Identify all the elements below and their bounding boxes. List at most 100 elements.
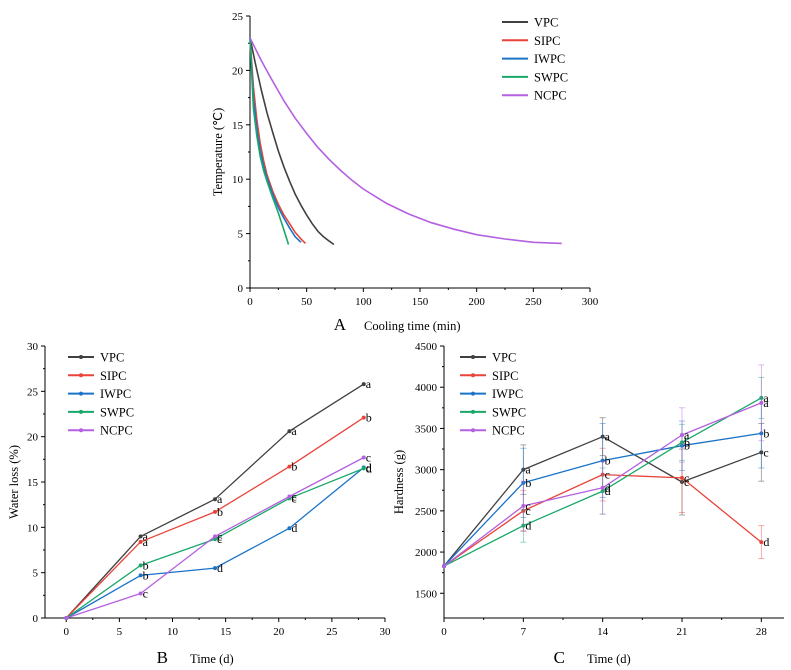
significance-label: c — [143, 587, 148, 601]
y-tick-label: 5 — [238, 229, 244, 241]
data-point — [521, 503, 526, 508]
y-tick-label: 15 — [27, 477, 39, 489]
significance-label: c — [763, 445, 768, 459]
data-point — [361, 415, 366, 420]
x-tick-label: 150 — [412, 296, 429, 308]
x-tick-label: 10 — [167, 626, 179, 638]
significance-label: b — [217, 505, 223, 519]
x-tick-label: 0 — [247, 296, 253, 308]
significance-label: b — [143, 558, 149, 572]
data-point — [287, 526, 292, 531]
y-tick-label: 2500 — [415, 506, 438, 518]
data-point — [213, 509, 217, 514]
y-tick-label: 0 — [238, 283, 244, 295]
legend-label: IWPC — [100, 387, 131, 401]
legend-label: SWPC — [534, 70, 568, 84]
series-line — [249, 37, 290, 245]
data-point — [213, 497, 217, 502]
x-tick-label: 0 — [441, 626, 447, 638]
data-point — [138, 534, 143, 539]
x-tick-label: 21 — [677, 626, 688, 638]
legend-label: VPC — [492, 351, 516, 365]
significance-label: a — [763, 391, 769, 405]
y-tick-label: 5 — [33, 568, 39, 580]
data-point — [287, 429, 292, 434]
y-tick-label: 10 — [27, 522, 39, 534]
panel-label: C — [554, 648, 565, 667]
significance-label: b — [763, 426, 769, 440]
significance-label: b — [684, 435, 690, 449]
significance-label: d — [366, 461, 372, 475]
y-tick-label: 3500 — [415, 423, 438, 435]
legend-item-vpc: VPC — [502, 16, 558, 30]
y-tick-label: 10 — [232, 174, 244, 186]
data-point — [138, 591, 143, 596]
data-point — [213, 566, 217, 571]
x-tick-label: 7 — [521, 626, 527, 638]
legend-marker — [79, 391, 83, 396]
significance-label: b — [291, 460, 297, 474]
x-tick-label: 50 — [301, 296, 313, 308]
legend-item-sipc: SIPC — [68, 369, 126, 383]
legend-marker — [471, 428, 475, 433]
data-point — [442, 564, 446, 569]
legend-marker — [471, 355, 475, 359]
significance-label: a — [366, 377, 372, 391]
legend-item-iwpc: IWPC — [502, 52, 565, 66]
legend-label: NCPC — [534, 89, 567, 103]
y-tick-label: 3000 — [415, 465, 438, 477]
legend-label: NCPC — [492, 424, 525, 438]
y-tick-label: 4500 — [415, 341, 438, 353]
x-axis-title: Cooling time (min) — [364, 319, 461, 333]
y-axis-title: Temperature (℃) — [211, 108, 225, 196]
significance-label: d — [217, 561, 223, 575]
x-tick-label: 28 — [756, 626, 768, 638]
legend-item-swpc: SWPC — [502, 70, 568, 84]
significance-label: b — [684, 439, 690, 453]
legend-label: VPC — [534, 16, 558, 30]
legend: VPC SIPC IWPC SWPC NCPC — [460, 351, 526, 438]
series-swpc — [249, 37, 290, 245]
data-point — [600, 485, 605, 490]
significance-label: c — [291, 491, 296, 505]
data-point — [361, 466, 366, 471]
legend-item-vpc: VPC — [68, 351, 124, 365]
data-point — [759, 400, 764, 405]
significance-label: d — [291, 521, 297, 535]
legend-item-vpc: VPC — [460, 351, 516, 365]
legend: VPC SIPC IWPC SWPC NCPC — [502, 16, 568, 103]
series-line — [249, 37, 562, 245]
significance-label: c — [605, 468, 610, 482]
legend-item-iwpc: IWPC — [68, 387, 131, 401]
y-axis-title: Hardness (g) — [392, 450, 406, 514]
legend: VPC SIPC IWPC SWPC NCPC — [68, 351, 134, 438]
significance-label: c — [684, 471, 689, 485]
legend-item-sipc: SIPC — [502, 34, 560, 48]
significance-label: a — [143, 529, 149, 543]
x-axis-title: Time (d) — [190, 652, 234, 666]
legend-marker — [79, 409, 83, 414]
x-tick-label: 20 — [273, 626, 285, 638]
legend-label: NCPC — [100, 424, 133, 438]
panel-label: A — [334, 315, 347, 334]
legend-label: SIPC — [100, 369, 126, 383]
significance-label: a — [217, 492, 223, 506]
x-tick-label: 25 — [326, 626, 338, 638]
legend-label: SIPC — [492, 369, 518, 383]
significance-label: a — [684, 428, 690, 442]
x-tick-label: 200 — [468, 296, 485, 308]
significance-label: b — [605, 454, 611, 468]
legend-marker — [471, 373, 475, 378]
significance-label: c — [217, 529, 222, 543]
series-line — [249, 37, 307, 244]
series-line — [65, 466, 365, 619]
y-axis-title: Water loss (%) — [7, 445, 21, 519]
legend-item-swpc: SWPC — [460, 405, 526, 419]
significance-label: a — [763, 396, 769, 410]
panel-b: 0 5 10 15 20 25 30 0 5 10 15 20 25 30 B Time (d) Water l… — [7, 341, 391, 667]
significance-label: c — [291, 490, 296, 504]
data-point — [138, 563, 143, 568]
significance-label: c — [217, 532, 222, 546]
x-tick-label: 14 — [597, 626, 609, 638]
